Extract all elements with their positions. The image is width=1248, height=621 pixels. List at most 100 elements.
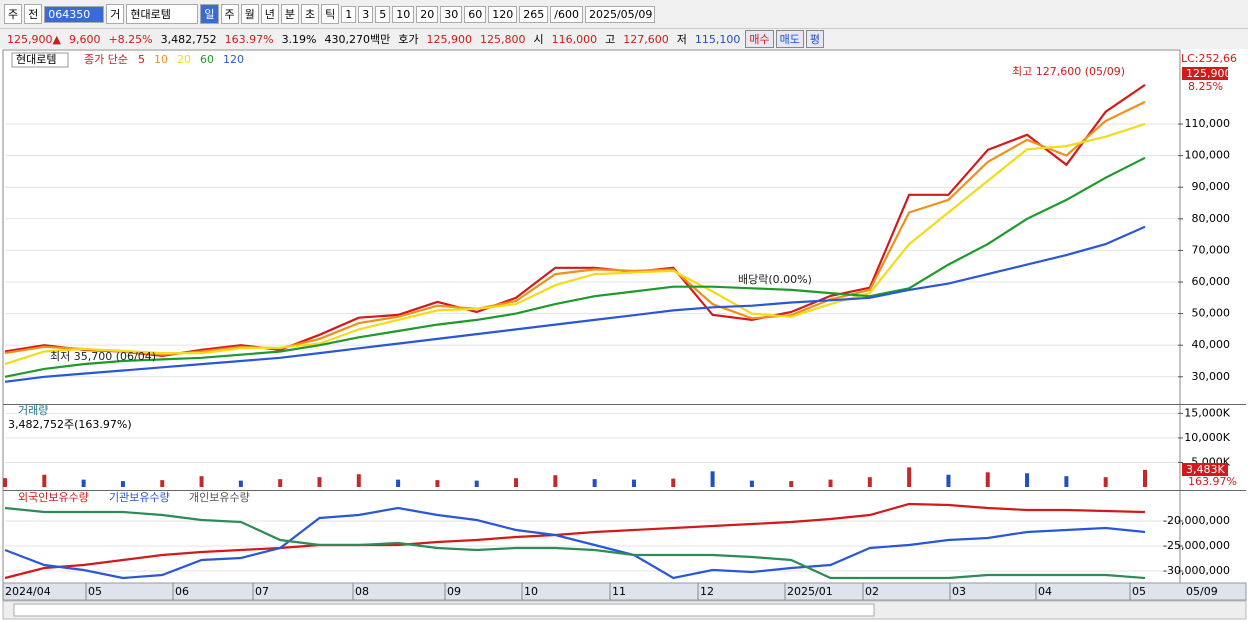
volume-bar (199, 476, 204, 487)
toolbar-item[interactable]: 60 (464, 5, 487, 23)
volume-bar (278, 479, 283, 487)
volume-bar (1025, 473, 1030, 487)
volume-bar (474, 480, 479, 487)
info-item: 호가 (398, 33, 419, 46)
toolbar-item[interactable]: 265 (519, 5, 549, 23)
info-item: 9,600 (68, 32, 101, 46)
volume-bar (1064, 476, 1069, 487)
series-line (4, 100, 1146, 356)
toolbar-item[interactable]: 120 (488, 5, 518, 23)
info-item: 116,000 (551, 32, 598, 46)
volume-bar (1143, 469, 1147, 487)
volume-bar (3, 478, 7, 487)
volume-bar (160, 480, 165, 487)
volume-bar (867, 477, 872, 487)
volume-bar (553, 475, 558, 487)
volume-bar (514, 478, 519, 487)
legend-entry: 외국인보유수량 (18, 491, 89, 504)
toolbar-item[interactable]: 30 (440, 5, 463, 23)
y-tick-label: 90,000 (1192, 180, 1231, 193)
info-item: 고 (605, 33, 616, 46)
series-line (4, 502, 1146, 580)
toolbar-item[interactable]: 1 (341, 5, 357, 23)
x-tick-label: 03 (952, 585, 966, 598)
plot-frame (2, 49, 1181, 584)
toolbar-item[interactable]: 2025/05/09 (584, 5, 655, 23)
legend-entry: 120 (223, 53, 244, 66)
toolbar-item[interactable]: 5 (375, 5, 391, 23)
volume-bar (435, 480, 440, 487)
volume-bar (1103, 477, 1108, 487)
toolbar-item[interactable]: 주 (4, 4, 23, 24)
volume-title: 거래량 (18, 404, 48, 417)
low-label: 최저 35,700 (06/04) (50, 350, 156, 363)
x-tick-label: 10 (524, 585, 538, 598)
toolbar-item[interactable]: 064350 (44, 5, 105, 23)
x-tick-label: 08 (355, 585, 369, 598)
toolbar-item[interactable]: 전 (24, 4, 43, 24)
info-bar: 125,900▲ 9,600 +8.25% 3,482,752 163.97% 3.19%… (0, 28, 1248, 49)
y-tick-label: 30,000 (1192, 370, 1231, 383)
info-item: 저 (676, 33, 687, 46)
scroll-thumb[interactable] (13, 603, 875, 617)
x-tick-label: 2024/04 (5, 585, 51, 598)
volume-subtitle: 3,482,752주(163.97%) (8, 418, 132, 431)
x-tick-label: 07 (255, 585, 269, 598)
series-line (4, 156, 1146, 378)
info-item: 163.97% (224, 32, 274, 46)
y-tick-label: 40,000 (1192, 338, 1231, 351)
y-tick-label: 100,000 (1185, 149, 1231, 162)
x-tick-label: 02 (865, 585, 879, 598)
series-line (4, 83, 1146, 358)
legend-entry: 10 (154, 53, 168, 66)
y-tick-label: 15,000K (1184, 406, 1230, 419)
legend-entry: 개인보유수량 (189, 491, 250, 504)
y-tick-label: -30,000,000 (1163, 564, 1230, 577)
x-tick-label: 05 (1132, 585, 1146, 598)
toolbar-item[interactable]: 주 (220, 4, 239, 24)
y-tick-label: -20,000,000 (1163, 514, 1230, 527)
toolbar-item[interactable]: 일 (200, 4, 219, 24)
y-tick-label: 10,000K (1184, 431, 1230, 444)
info-button[interactable]: 매수 (745, 30, 774, 48)
price-label: 125,900 (1186, 67, 1232, 80)
info-item: 시 (533, 33, 544, 46)
volume-bar (42, 474, 47, 487)
toolbar-item[interactable]: 10 (392, 5, 415, 23)
legend-title: 현대로템 (16, 53, 56, 66)
lc-label: LC:252,66 (1181, 52, 1237, 65)
toolbar-item[interactable]: 현대로템 (126, 4, 199, 24)
volume-bar (238, 480, 243, 487)
toolbar-item[interactable]: 초 (301, 4, 320, 24)
toolbar-item[interactable]: 년 (260, 4, 279, 24)
volume-bar (710, 471, 715, 487)
volume-bar (828, 479, 833, 487)
series-line (4, 506, 1146, 580)
toolbar-item[interactable]: /600 (550, 5, 583, 23)
series-line (4, 506, 1146, 580)
info-item: 125,900▲ (7, 32, 61, 46)
y-tick-label: 50,000 (1192, 307, 1231, 320)
y-tick-label: 80,000 (1192, 212, 1231, 225)
info-button[interactable]: 평 (805, 30, 824, 48)
info-item: 125,800 (480, 32, 526, 46)
info-button[interactable]: 매도 (775, 30, 804, 48)
legend-box (11, 52, 69, 68)
toolbar-item[interactable]: 3 (358, 5, 374, 23)
x-tick-label: 06 (175, 585, 189, 598)
volume-bar (592, 479, 597, 487)
event-label: 배당락(0.00%) (738, 273, 812, 286)
toolbar-item[interactable]: 분 (280, 4, 299, 24)
toolbar-item[interactable]: 20 (416, 5, 439, 23)
y-tick-label: 70,000 (1192, 243, 1231, 256)
info-item: 3.19% (281, 32, 317, 46)
legend-entry: 60 (200, 53, 214, 66)
volume-bar (671, 478, 676, 487)
y-tick-label: 60,000 (1192, 275, 1231, 288)
legend-entry: 20 (177, 53, 191, 66)
toolbar-item[interactable]: 틱 (321, 4, 340, 24)
toolbar-item[interactable]: 월 (240, 4, 259, 24)
series-line (4, 225, 1146, 383)
toolbar-item[interactable]: 거 (106, 4, 125, 24)
